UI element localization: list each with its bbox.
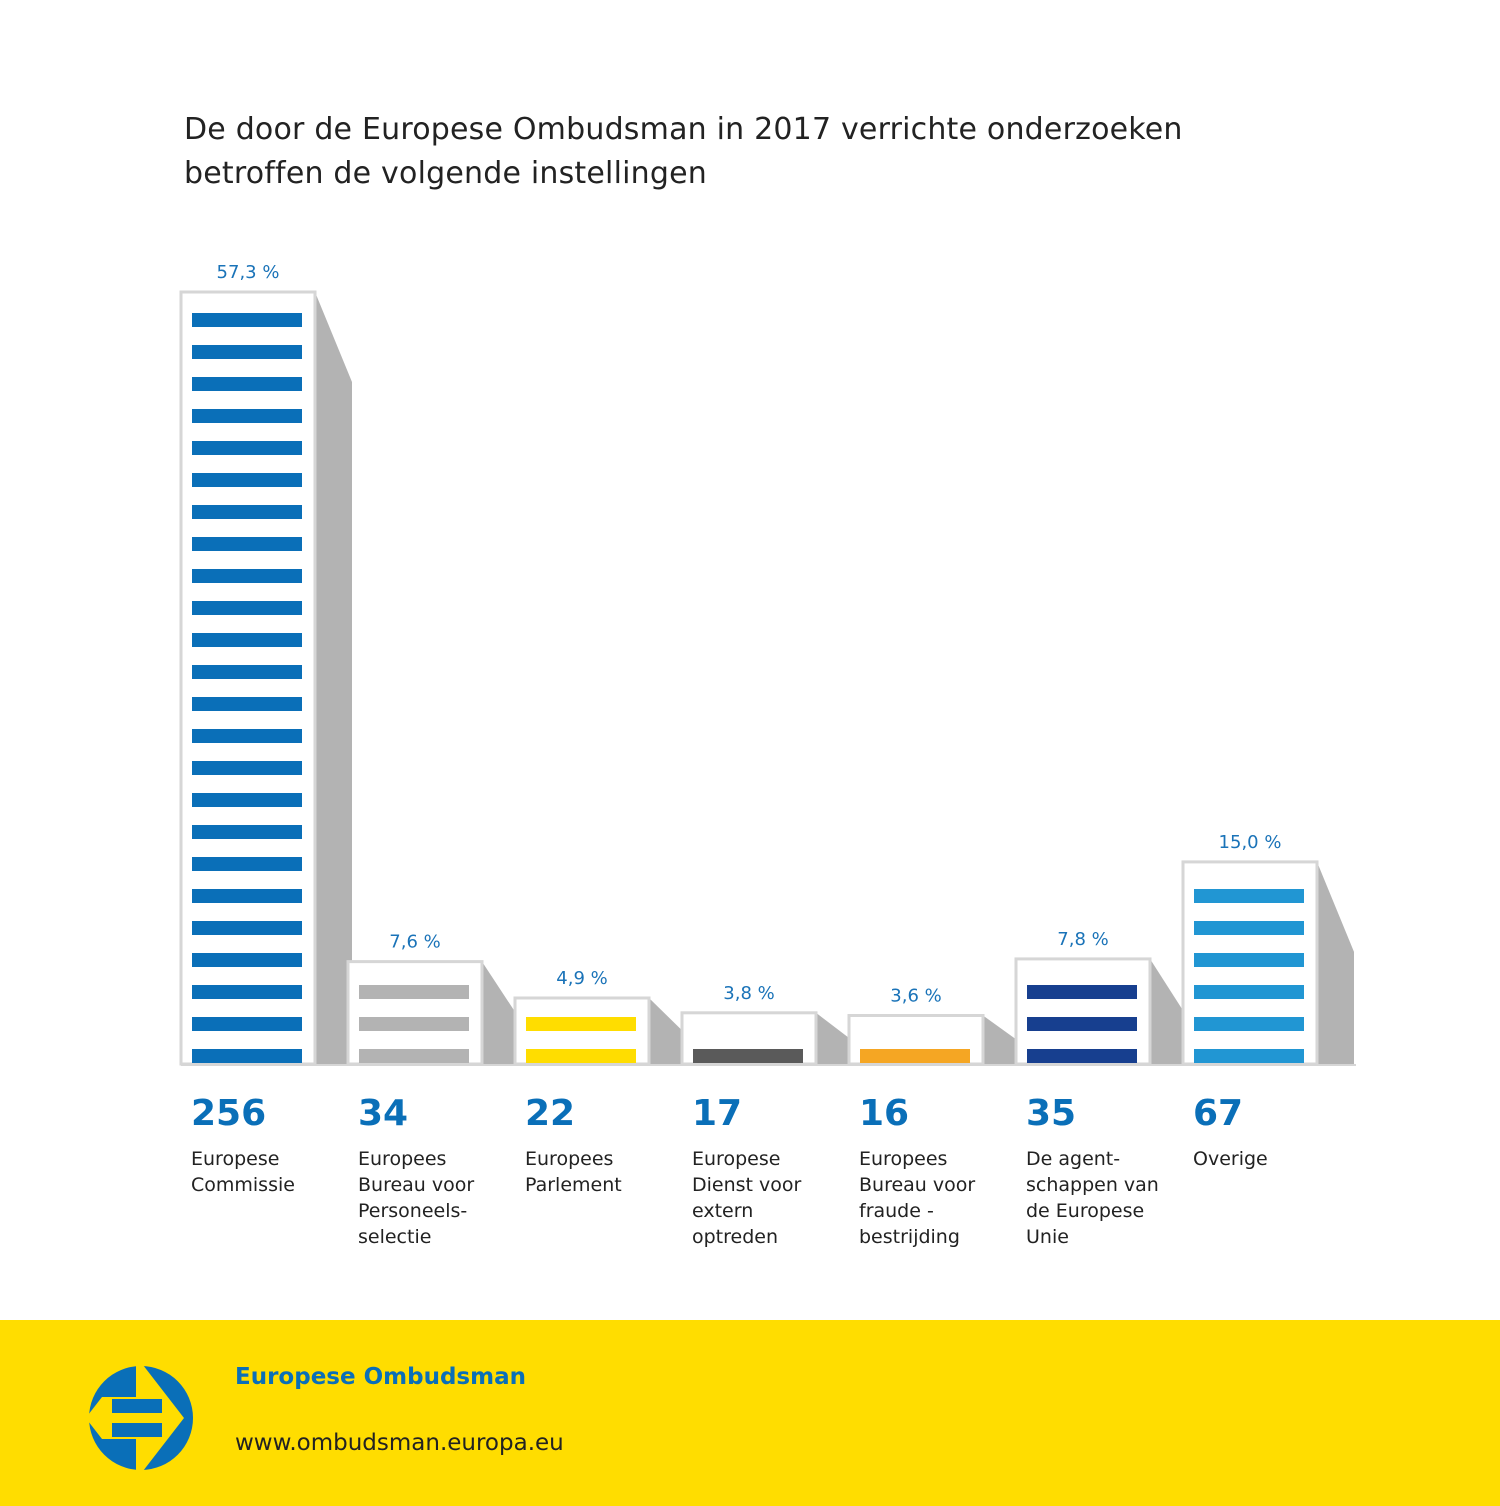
chart-title: De door de Europese Ombudsman in 2017 ve… <box>184 108 1334 196</box>
category-label: De agent- schappen van de Europese Unie <box>1026 1148 1159 1248</box>
bar-stripe <box>192 889 302 903</box>
bar-side-shade <box>649 997 686 1064</box>
count-label: 22 <box>525 1093 576 1134</box>
bar-side-shade <box>1317 861 1354 1064</box>
bar <box>1014 957 1152 1066</box>
bar-stripe <box>192 601 302 615</box>
category-label: Overige <box>1193 1148 1268 1170</box>
category-label: Europees Bureau voor Personeels- selecti… <box>358 1148 475 1248</box>
bar-stripe <box>192 761 302 775</box>
organization-name: Europese Ombudsman <box>235 1364 526 1390</box>
count-label: 16 <box>859 1093 910 1134</box>
bar-stripe <box>192 953 302 967</box>
category-label: Europees Parlement <box>525 1148 622 1196</box>
bar-stripe <box>192 857 302 871</box>
chart-title-line-1: De door de Europese Ombudsman in 2017 ve… <box>184 112 1183 147</box>
bar-stripe <box>526 1049 636 1063</box>
data-label-percent: 3,8 % <box>723 983 774 1004</box>
bar-stripe <box>1194 921 1304 935</box>
bar-stripe <box>1194 985 1304 999</box>
bar-stripe <box>860 1049 970 1063</box>
data-label-percent: 4,9 % <box>556 968 607 989</box>
bar-stripe <box>359 985 469 999</box>
data-label-percent: 7,8 % <box>1057 929 1108 950</box>
bar-stripe <box>192 793 302 807</box>
bar-stripe <box>192 473 302 487</box>
category-label: Europees Bureau voor fraude - bestrijdin… <box>859 1148 976 1248</box>
bar-side-shade <box>816 1012 853 1064</box>
bar-side-shade <box>1150 958 1187 1064</box>
data-label-percent: 3,6 % <box>890 985 941 1006</box>
bar-stripe <box>192 409 302 423</box>
category-label: Europese Commissie <box>191 1148 295 1196</box>
bar-stripe <box>192 441 302 455</box>
bar-stripe <box>1027 985 1137 999</box>
bar-stripe <box>192 921 302 935</box>
data-label-percent: 57,3 % <box>217 262 280 283</box>
bar-stripe <box>1194 953 1304 967</box>
bar-stripe <box>693 1049 803 1063</box>
bar-stripe <box>192 313 302 327</box>
count-label: 67 <box>1193 1093 1244 1134</box>
count-label: 17 <box>692 1093 743 1134</box>
chart-title-line-2: betroffen de volgende instellingen <box>184 156 707 191</box>
data-label-percent: 15,0 % <box>1219 832 1282 853</box>
bar-stripe <box>1194 1049 1304 1063</box>
bar-stripe <box>192 1017 302 1031</box>
website-link[interactable]: www.ombudsman.europa.eu <box>235 1430 564 1456</box>
bar-stripe <box>192 697 302 711</box>
bar-stripe <box>1027 1017 1137 1031</box>
bar-side-shade <box>315 292 352 1064</box>
bar-chart: 57,3 % 7,6 % 4,9 % 3,8 % 3,6 % 7,8 % 15,0 % <box>179 262 1356 1066</box>
bar-stripe <box>1027 1049 1137 1063</box>
bar-stripe <box>192 1049 302 1063</box>
count-label: 35 <box>1026 1093 1077 1134</box>
bar-stripe <box>192 569 302 583</box>
european-ombudsman-logo-icon <box>89 1366 193 1470</box>
bar-stripe <box>192 345 302 359</box>
bar-stripe <box>192 825 302 839</box>
bar <box>346 960 484 1066</box>
bar-side-shade <box>983 1015 1020 1064</box>
bar-stripe <box>359 1017 469 1031</box>
bar-stripe <box>1194 889 1304 903</box>
count-label: 34 <box>358 1093 409 1134</box>
bar-stripe <box>526 1017 636 1031</box>
bar-stripe <box>1194 1017 1304 1031</box>
bar-stripe <box>192 377 302 391</box>
footer: Europese Ombudsman www.ombudsman.europa.… <box>0 1320 1500 1506</box>
bar-stripe <box>192 985 302 999</box>
bar-stripe <box>359 1049 469 1063</box>
bar-stripe <box>192 505 302 519</box>
bar-side-shade <box>482 961 519 1064</box>
bar-stripe <box>192 633 302 647</box>
data-label-percent: 7,6 % <box>389 932 440 953</box>
bar-stripe <box>192 537 302 551</box>
bar-stripe <box>192 665 302 679</box>
bar-stripe <box>192 729 302 743</box>
category-label: Europese Dienst voor extern optreden <box>692 1148 802 1248</box>
count-label: 256 <box>191 1093 267 1134</box>
